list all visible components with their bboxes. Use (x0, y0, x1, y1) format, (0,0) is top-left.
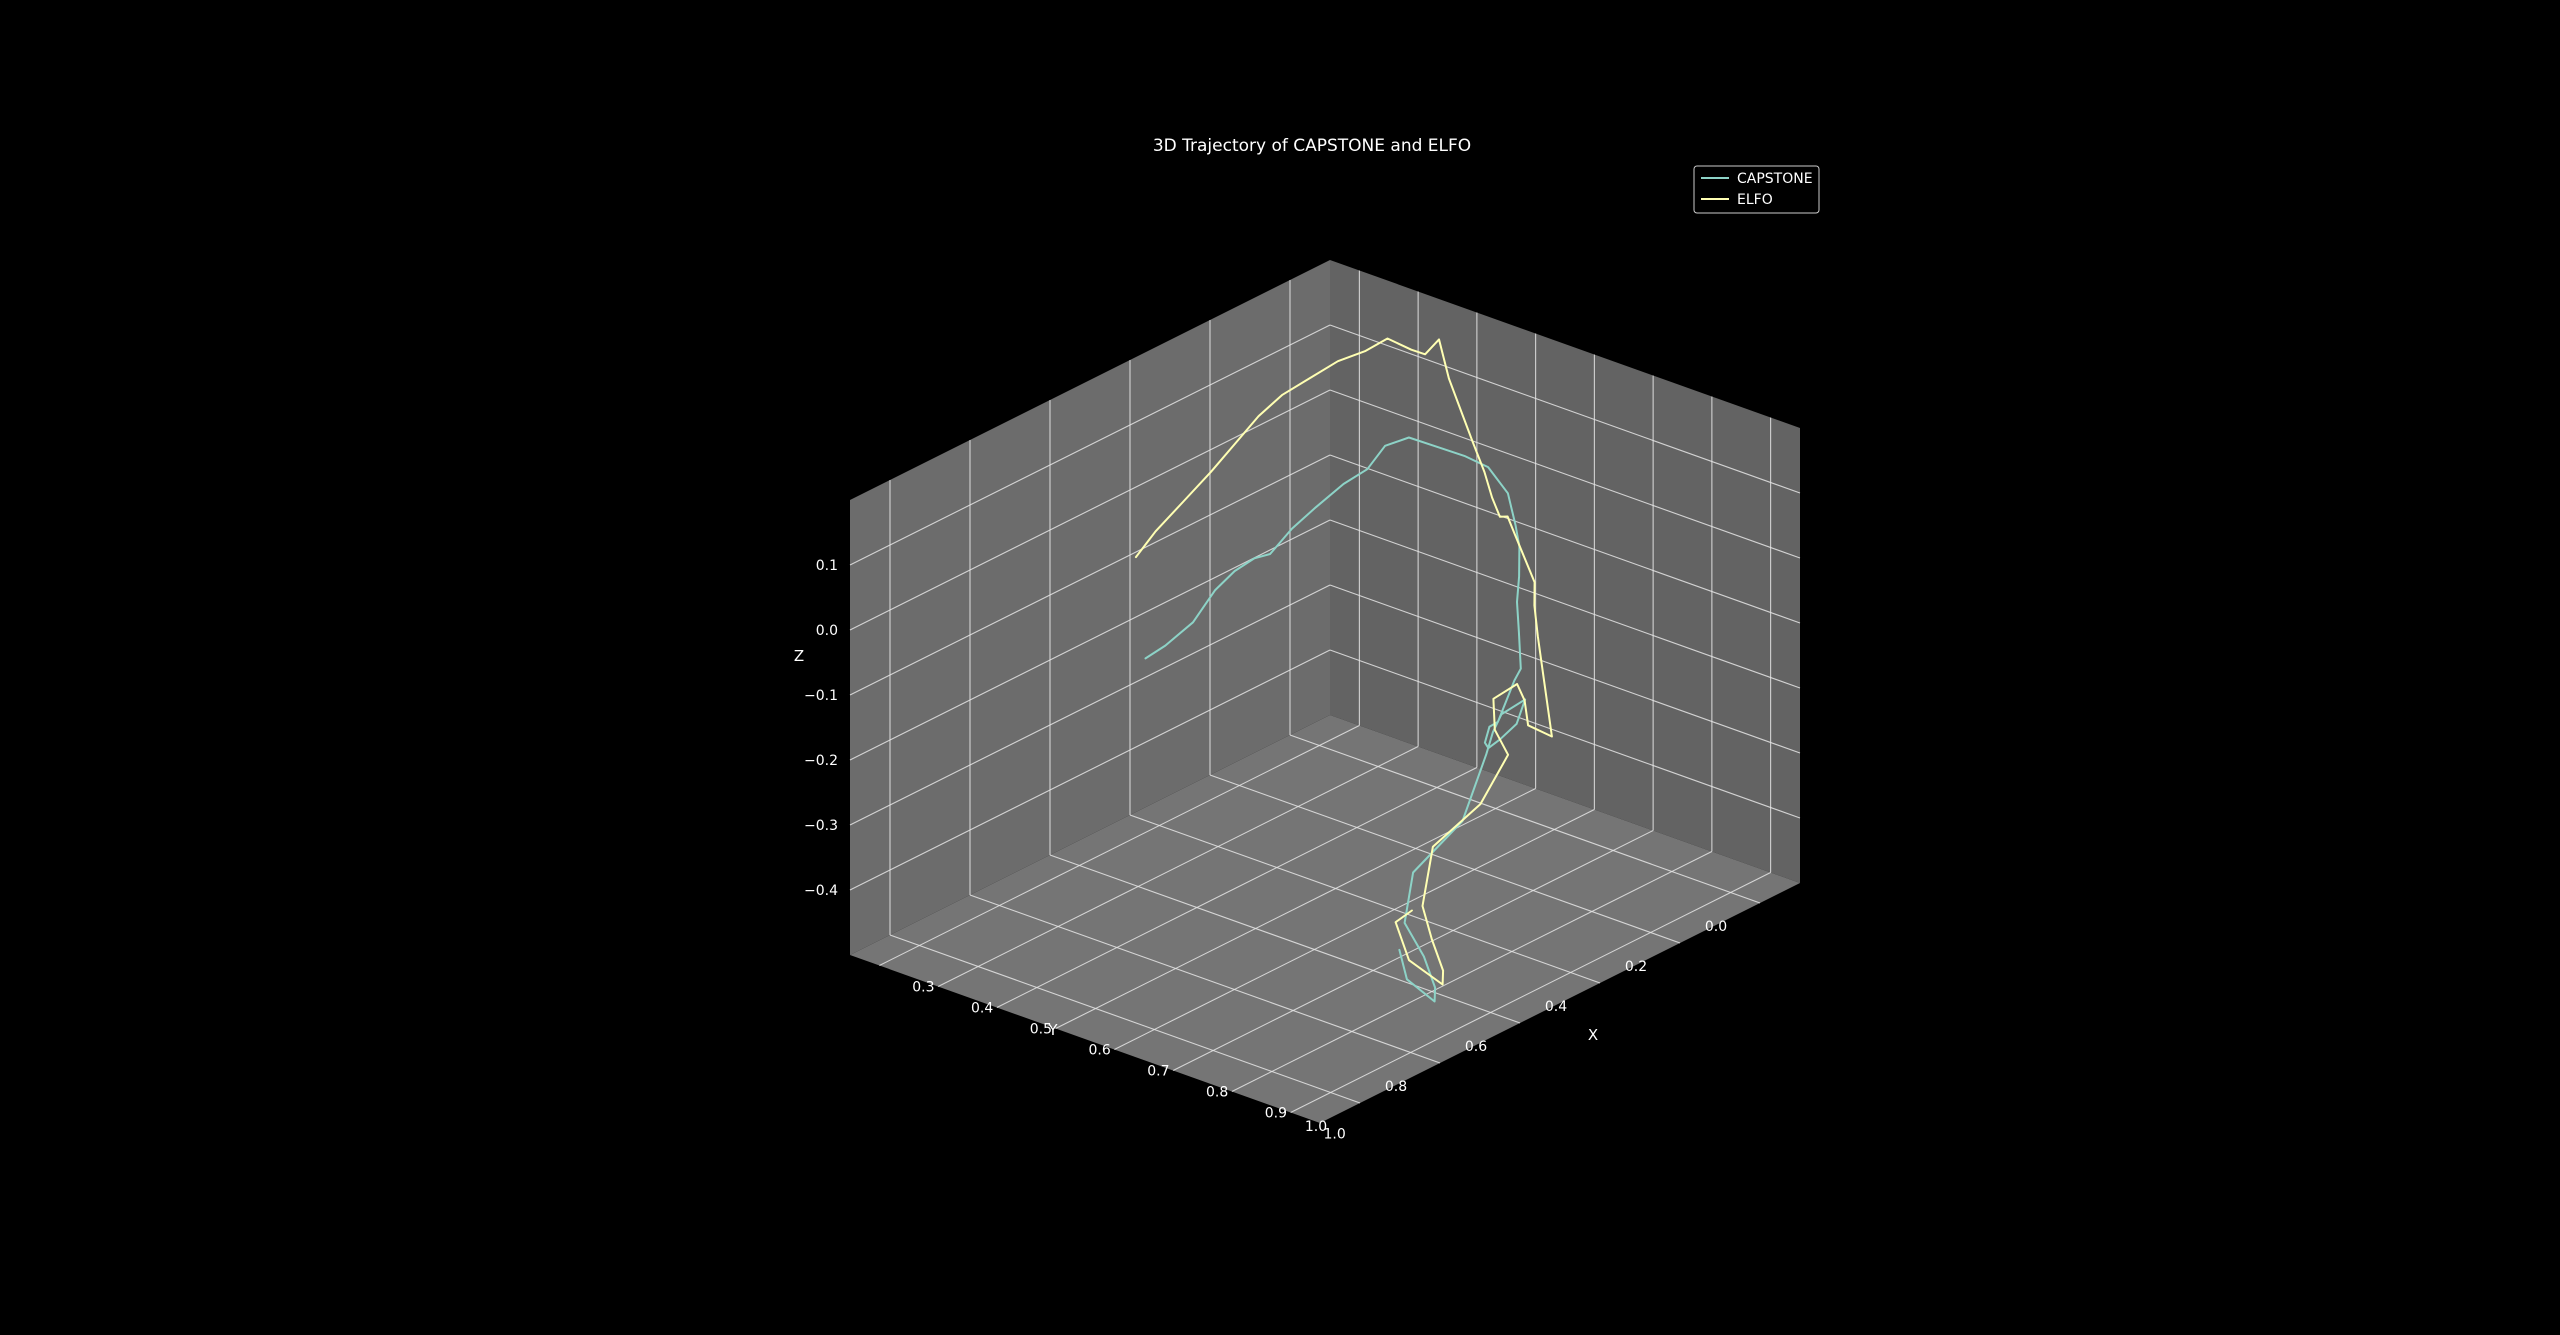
grid-line-z-left (849, 584, 1331, 826)
y-tick-label: 0.8 (1385, 1079, 1407, 1095)
z-tick-label: 0.0 (816, 623, 838, 639)
z-tick-label: −0.3 (804, 818, 838, 834)
tick-labels: 0.3 0.4 0.5 0.6 0.7 0.8 0.9 1.0 0.0 0.2 0.4 0.6 0.8 1… (804, 558, 1727, 1143)
grid-line-z-right (1329, 584, 1801, 754)
grid-line-z-right (1329, 454, 1801, 624)
x-tick-label: 0.5 (1030, 1022, 1052, 1038)
grid-line-y-floor (1129, 814, 1601, 984)
grid-line-x-floor (1172, 830, 1654, 1071)
y-tick-label: 0.4 (1545, 999, 1567, 1015)
z-tick-label: 0.1 (816, 558, 838, 574)
grid-line-z-left (849, 649, 1331, 891)
legend: CAPSTONE ELFO (1693, 165, 1820, 214)
grid-line-z-left (849, 389, 1331, 631)
grid-line-x-floor (996, 767, 1478, 1008)
x-tick-label: 0.8 (1206, 1085, 1228, 1101)
x-tick-label: 0.7 (1147, 1064, 1169, 1080)
legend-label-elfo: ELFO (1737, 192, 1773, 208)
grid-line-z-left (849, 454, 1331, 696)
grid-line-z-right (1329, 324, 1801, 494)
y-tick-label: 0.0 (1705, 919, 1727, 935)
series-line-elfo (1134, 337, 1553, 986)
x-tick-label: 0.3 (912, 980, 934, 996)
z-tick-label: −0.4 (804, 883, 838, 899)
x-tick-label: 1.0 (1323, 1127, 1345, 1143)
x-axis-label: X (1588, 1026, 1598, 1044)
y-tick-label: 0.6 (1465, 1039, 1487, 1055)
grid-line-z-left (849, 324, 1331, 566)
grid-line-z-right (1329, 389, 1801, 559)
grid-lines (849, 270, 1801, 1113)
grid-line-x-floor (1290, 872, 1771, 1113)
grid-line-x-floor (879, 725, 1360, 966)
z-axis-label: Z (794, 647, 804, 665)
y-axis-label: Y (1047, 1021, 1058, 1039)
legend-label-capstone: CAPSTONE (1737, 171, 1813, 187)
grid-line-x-floor (1114, 809, 1595, 1050)
grid-line-x-floor (937, 746, 1419, 987)
x-tick-label: 0.4 (971, 1001, 993, 1017)
grid-line-y-floor (969, 894, 1441, 1064)
series-layer (1134, 337, 1553, 1003)
series-line-capstone (1144, 436, 1527, 1003)
z-tick-label: −0.2 (804, 753, 838, 769)
grid-line-y-floor (1209, 774, 1681, 944)
grid-line-x-floor (1231, 851, 1713, 1092)
grid-line-y-floor (1049, 854, 1521, 1024)
x-tick-label: 0.9 (1265, 1106, 1287, 1122)
x-tick-label: 0.6 (1088, 1043, 1110, 1059)
floor-pane (850, 715, 1800, 1123)
y-tick-label: 1.0 (1305, 1119, 1327, 1135)
z-tick-label: −0.1 (804, 688, 838, 704)
grid-line-y-floor (1289, 734, 1761, 904)
right-pane (1330, 260, 1800, 883)
y-tick-label: 0.2 (1625, 959, 1647, 975)
grid-line-z-right (1329, 519, 1801, 689)
grid-line-z-right (1329, 649, 1801, 819)
chart-title: 3D Trajectory of CAPSTONE and ELFO (1153, 136, 1471, 156)
grid-line-y-floor (889, 934, 1361, 1104)
